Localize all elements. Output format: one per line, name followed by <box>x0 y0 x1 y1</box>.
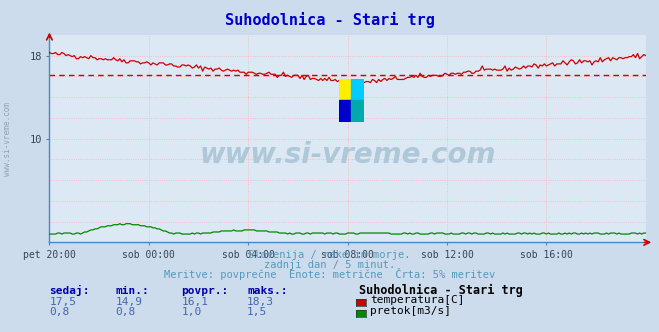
Text: Suhodolnica - Stari trg: Suhodolnica - Stari trg <box>225 12 434 28</box>
Text: zadnji dan / 5 minut.: zadnji dan / 5 minut. <box>264 260 395 270</box>
Text: maks.:: maks.: <box>247 286 287 296</box>
Text: 18,3: 18,3 <box>247 297 274 307</box>
Bar <box>339 79 351 100</box>
Text: 16,1: 16,1 <box>181 297 208 307</box>
Text: Slovenija / reke in morje.: Slovenija / reke in morje. <box>248 250 411 260</box>
Text: sedaj:: sedaj: <box>49 285 90 296</box>
Bar <box>339 100 351 122</box>
Text: min.:: min.: <box>115 286 149 296</box>
Text: Meritve: povprečne  Enote: metrične  Črta: 5% meritev: Meritve: povprečne Enote: metrične Črta:… <box>164 268 495 280</box>
Bar <box>351 100 364 122</box>
Text: 14,9: 14,9 <box>115 297 142 307</box>
Bar <box>351 79 364 100</box>
Text: temperatura[C]: temperatura[C] <box>370 295 465 305</box>
Text: 0,8: 0,8 <box>49 307 70 317</box>
Text: 0,8: 0,8 <box>115 307 136 317</box>
Text: 1,5: 1,5 <box>247 307 268 317</box>
Text: pretok[m3/s]: pretok[m3/s] <box>370 306 451 316</box>
Text: www.si-vreme.com: www.si-vreme.com <box>200 141 496 169</box>
Text: povpr.:: povpr.: <box>181 286 229 296</box>
Text: www.si-vreme.com: www.si-vreme.com <box>3 103 13 176</box>
Text: Suhodolnica - Stari trg: Suhodolnica - Stari trg <box>359 284 523 297</box>
Text: 17,5: 17,5 <box>49 297 76 307</box>
Text: 1,0: 1,0 <box>181 307 202 317</box>
